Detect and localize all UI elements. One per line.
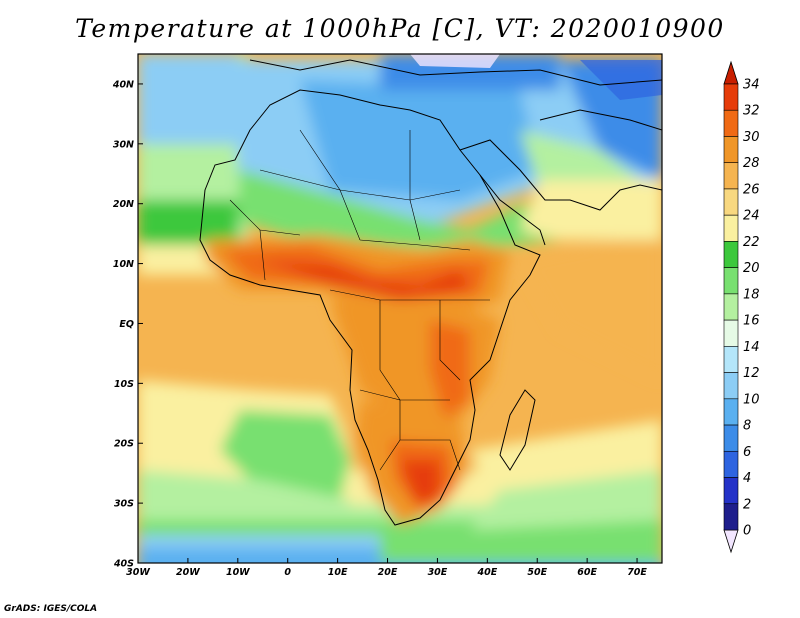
colorbar-swatch (723, 162, 739, 190)
lat-tick-label: 20N (113, 199, 134, 210)
colorbar-label: 10 (743, 392, 760, 407)
lat-tick-label: 30S (114, 499, 134, 510)
colorbar-swatch (723, 241, 739, 268)
colorbar-label: 12 (743, 366, 760, 381)
colorbar-label: 0 (743, 524, 751, 539)
colorbar-swatch (723, 293, 739, 321)
colorbar-label: 32 (743, 104, 760, 119)
colorbar-label: 4 (743, 471, 751, 486)
colorbar-label: 20 (743, 261, 760, 276)
lon-tick-label: 20W (176, 567, 200, 578)
colorbar-swatch (723, 267, 739, 295)
colorbar-swatch (723, 319, 739, 347)
colorbar-label: 18 (743, 287, 760, 302)
colorbar-label: 24 (743, 209, 760, 224)
colorbar-swatch (723, 372, 739, 400)
colorbar-swatch (723, 398, 739, 426)
colorbar-swatch (723, 346, 739, 373)
axis-ticks: 30W 20W 10W 0 10E 20E 30E 40E 50E 60E 70E 40N 30N 20N… (112, 79, 648, 578)
lat-tick-label: 20S (114, 439, 134, 450)
colorbar-swatch (723, 450, 739, 478)
colorbar-label: 28 (743, 156, 760, 171)
colorbar-swatch (723, 109, 739, 137)
colorbar-swatch (723, 477, 739, 505)
colorbar-label: 22 (743, 235, 760, 250)
lon-tick-label: 40E (476, 567, 497, 578)
chart-title: Temperature at 1000hPa [C], VT: 20200109… (75, 14, 725, 43)
colorbar-label: 8 (743, 419, 751, 434)
lon-tick-label: 50E (527, 567, 547, 578)
lat-tick-label: 30N (113, 139, 134, 150)
lat-tick-label: 40N (112, 79, 134, 90)
colorbar-swatch (723, 83, 739, 111)
lon-tick-label: 20E (378, 567, 398, 578)
colorbar-label: 30 (743, 130, 760, 145)
lon-tick-label: 60E (577, 567, 597, 578)
colorbar-label: 2 (743, 497, 751, 512)
lat-tick-label: 10S (114, 379, 134, 390)
colorbar-top-triangle (723, 60, 739, 85)
colorbar-swatch (723, 424, 739, 452)
colorbar-swatch (723, 136, 739, 164)
colorbar-bottom-triangle (723, 529, 739, 554)
lat-tick-label: EQ (119, 319, 134, 330)
lon-tick-label: 10W (226, 567, 250, 578)
country-borders (229, 129, 490, 471)
colorbar-label: 6 (743, 445, 751, 460)
colorbar-label: 14 (743, 340, 760, 355)
coastlines (199, 59, 662, 526)
lat-tick-label: 40S (113, 559, 134, 570)
colorbar-swatch (723, 188, 739, 216)
lat-tick-label: 10N (113, 259, 134, 270)
colorbar-label: 34 (743, 78, 760, 93)
colorbar-swatch (723, 214, 739, 242)
lon-tick-label: 10E (328, 567, 348, 578)
lon-tick-label: 70E (627, 567, 647, 578)
colorbar-label: 26 (743, 182, 760, 197)
temperature-field (138, 54, 662, 563)
lon-tick-label: 30W (126, 567, 150, 578)
grads-credit: GrADS: IGES/COLA (4, 604, 98, 614)
colorbar-label: 16 (743, 314, 760, 329)
lon-tick-label: 30E (428, 567, 448, 578)
plot-frame (137, 53, 663, 564)
colorbar-swatch (723, 503, 739, 531)
lon-tick-label: 0 (284, 567, 291, 578)
